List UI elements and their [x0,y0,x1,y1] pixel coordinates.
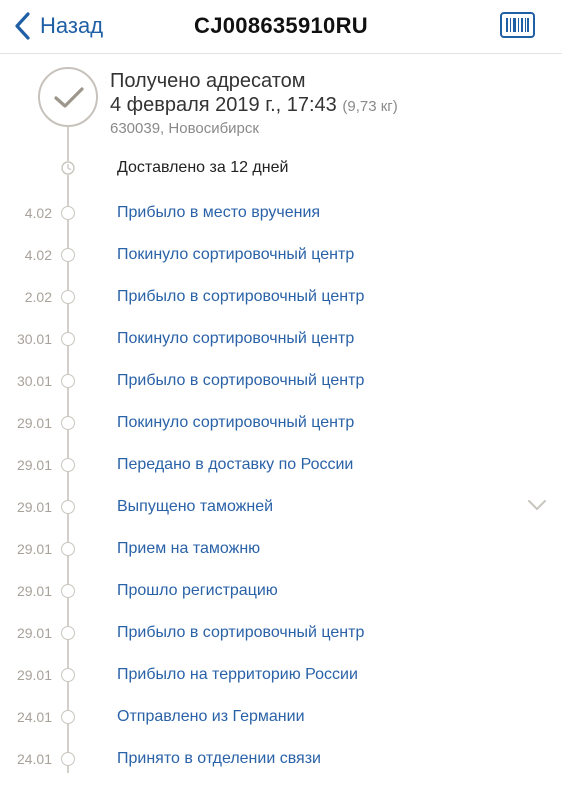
timeline-dot [61,584,75,598]
event-date: 29.01 [16,541,52,557]
status-weight: (9,73 кг) [342,98,398,115]
event-label: Передано в доставку по России [117,456,354,473]
nav-header: Назад CJ008635910RU [0,0,562,54]
event-label: Отправлено из Германии [117,708,305,725]
timeline-event[interactable]: 30.01 Прибыло в сортировочный центр [0,371,562,413]
event-label: Прибыло в сортировочный центр [117,624,365,641]
timeline-event[interactable]: 4.02 Прибыло в место вручения [0,203,562,245]
event-date: 4.02 [24,247,52,263]
timeline-dot [61,374,75,388]
timeline-event[interactable]: 29.01 Прием на таможню [0,539,562,581]
status-title: Получено адресатом [110,70,306,92]
timeline-event[interactable]: 30.01 Покинуло сортировочный центр [0,329,562,371]
timeline-dot [61,500,75,514]
timeline-event[interactable]: 29.01 Прибыло на территорию России [0,665,562,707]
event-date: 4.02 [24,205,52,221]
status-address: 630039, Новосибирск [110,120,259,137]
back-label: Назад [40,13,104,38]
event-date: 30.01 [16,331,52,347]
event-date: 24.01 [16,751,52,767]
timeline-line [67,127,69,773]
timeline-dot [61,458,75,472]
timeline-dot [61,752,75,766]
timeline-dot [61,626,75,640]
timeline-dot [61,416,75,430]
timeline-event[interactable]: 29.01 Покинуло сортировочный центр [0,413,562,455]
checkmark-icon [54,87,84,108]
event-date: 29.01 [16,415,52,431]
event-label: Прибыло в сортировочный центр [117,372,365,389]
timeline-event[interactable]: 29.01 Передано в доставку по России [0,455,562,497]
event-date: 24.01 [16,709,52,725]
timeline-event[interactable]: 29.01 Прибыло в сортировочный центр [0,623,562,665]
event-date: 29.01 [16,457,52,473]
event-label: Прибыло в сортировочный центр [117,288,365,305]
timeline-dot [61,332,75,346]
timeline-dot [61,248,75,262]
event-label: Покинуло сортировочный центр [117,246,355,263]
event-date: 29.01 [16,499,52,515]
timeline-event[interactable]: 24.01 Отправлено из Германии [0,707,562,749]
status-datetime: 4 февраля 2019 г., 17:43 [110,94,337,116]
timeline-event[interactable]: 24.01 Принято в отделении связи [0,749,562,791]
delivery-duration: Доставлено за 12 дней [117,159,289,176]
event-label: Покинуло сортировочный центр [117,414,355,431]
event-label: Выпущено таможней [117,498,274,515]
barcode-icon[interactable] [500,12,535,38]
timeline-dot [61,206,75,220]
page-title: CJ008635910RU [194,13,368,38]
event-label: Прибыло в место вручения [117,204,321,221]
timeline-event[interactable]: 4.02 Покинуло сортировочный центр [0,245,562,287]
timeline-dot [61,710,75,724]
event-date: 29.01 [16,625,52,641]
event-date: 2.02 [24,289,52,305]
event-label: Прибыло на территорию России [117,666,358,683]
event-date: 29.01 [16,667,52,683]
event-label: Прием на таможню [117,540,261,557]
chevron-down-icon[interactable] [527,499,547,511]
timeline-event[interactable]: 2.02 Прибыло в сортировочный центр [0,287,562,329]
timeline-event[interactable]: 29.01 Прошло регистрацию [0,581,562,623]
timeline-dot [61,668,75,682]
clock-icon [61,161,75,175]
event-date: 29.01 [16,583,52,599]
status-date: 4 февраля 2019 г., 17:43 (9,73 кг) [110,94,398,117]
event-label: Прошло регистрацию [117,582,278,599]
event-date: 30.01 [16,373,52,389]
event-label: Покинуло сортировочный центр [117,330,355,347]
timeline-dot [61,542,75,556]
back-button[interactable]: Назад [14,10,103,42]
event-label: Принято в отделении связи [117,750,321,767]
timeline-dot [61,290,75,304]
chevron-left-icon [15,12,30,40]
timeline-event[interactable]: 29.01 Выпущено таможней [0,497,562,539]
status-circle [38,67,98,127]
